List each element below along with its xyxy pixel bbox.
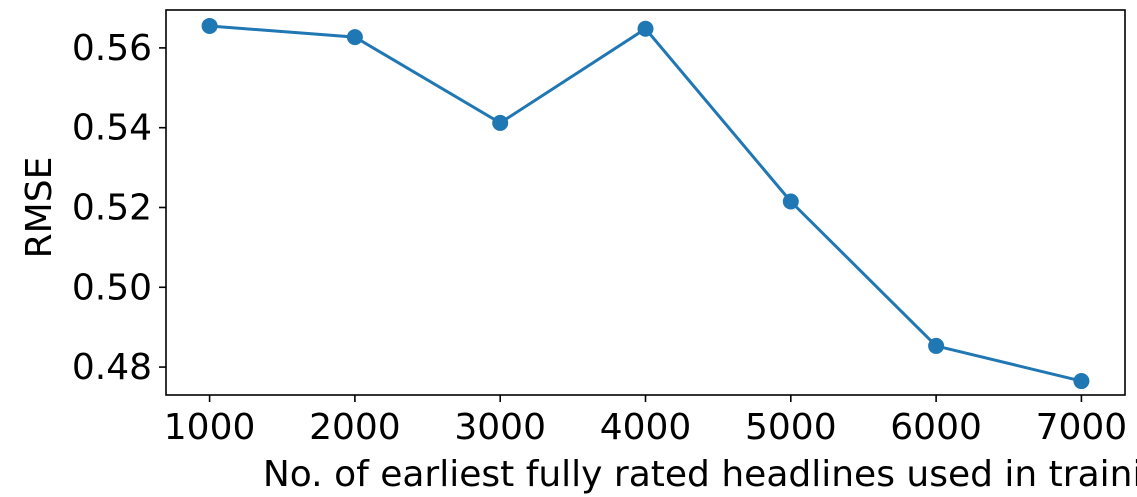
data-point: [492, 114, 509, 131]
x-tick-label: 5000: [745, 407, 837, 448]
x-tick-label: 2000: [309, 407, 401, 448]
data-point: [928, 337, 945, 354]
x-axis-label: No. of earliest fully rated headlines us…: [263, 454, 1137, 495]
y-tick-label: 0.48: [72, 347, 152, 388]
data-point: [637, 20, 654, 37]
series-line: [209, 24, 1082, 383]
x-tick-label: 4000: [600, 407, 692, 448]
y-tick-label: 0.54: [72, 108, 152, 149]
y-axis-ticks: 0.48 0.50 0.52 0.54 0.56: [72, 28, 166, 388]
x-tick-label: 6000: [890, 407, 982, 448]
data-point: [201, 17, 218, 34]
y-tick-label: 0.50: [72, 267, 152, 308]
plot-frame: [165, 9, 1126, 396]
x-axis-ticks: 1000 2000 3000 4000 5000 6000 7000: [164, 395, 1127, 448]
x-tick-label: 7000: [1036, 407, 1128, 448]
y-axis-label: RMSE: [19, 157, 60, 259]
data-point: [346, 29, 363, 46]
x-tick-label: 1000: [164, 407, 256, 448]
y-tick-label: 0.52: [72, 187, 152, 228]
series-layer: [201, 17, 1090, 390]
data-point: [1073, 373, 1090, 390]
y-tick-label: 0.56: [72, 28, 152, 69]
x-tick-label: 3000: [454, 407, 546, 448]
data-point: [782, 193, 799, 210]
